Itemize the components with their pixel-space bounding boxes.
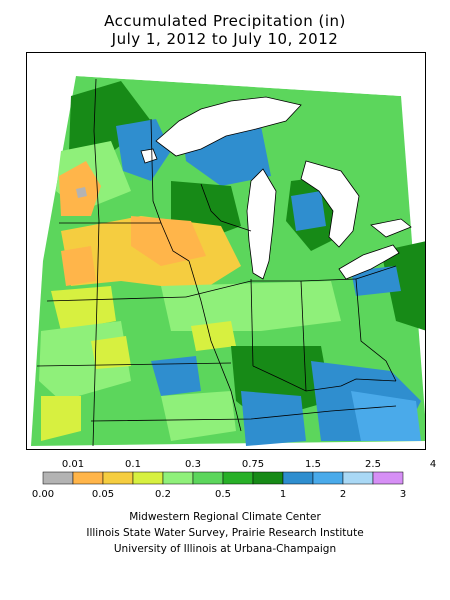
patch-lightgreen-mo xyxy=(161,391,236,441)
legend-bottom-label: 0.05 xyxy=(92,489,114,500)
credit-line-3: University of Illinois at Urbana-Champai… xyxy=(113,543,337,555)
lake-woods xyxy=(140,148,158,164)
legend-bottom-label: 0.5 xyxy=(215,489,231,500)
legend-top-label: 0.3 xyxy=(185,459,201,470)
lake-huron xyxy=(300,160,360,248)
legend-top-label: 1.5 xyxy=(305,459,321,470)
patch-forest-ne-corner xyxy=(381,241,425,331)
legend-top-label: 2.5 xyxy=(365,459,381,470)
legend-swatch xyxy=(192,471,224,485)
patch-orange-sd xyxy=(61,246,96,286)
patch-lightgreen-il xyxy=(161,281,341,331)
legend-top-label: 0.1 xyxy=(125,459,141,470)
legend-swatch xyxy=(312,471,344,485)
legend-top-label: 0.01 xyxy=(62,459,84,470)
canada-area xyxy=(27,53,425,101)
patch-blue-mn xyxy=(116,119,171,181)
patch-blue-corner xyxy=(351,266,401,296)
patch-gray-nd xyxy=(76,187,87,198)
color-legend: 0.010.10.30.751.52.540.000.050.20.51235 xyxy=(0,455,450,505)
map-svg xyxy=(27,53,425,447)
legend-swatch xyxy=(162,471,194,485)
map-subtitle: July 1, 2012 to July 10, 2012 xyxy=(111,30,339,48)
legend-top-label: 0.75 xyxy=(242,459,264,470)
patch-lime-il xyxy=(191,321,236,351)
state-borders xyxy=(36,78,397,447)
legend-swatch xyxy=(102,471,134,485)
legend-top-label: 4 xyxy=(430,459,436,470)
patch-blue-mo xyxy=(151,356,201,396)
legend-bottom-label: 0.00 xyxy=(32,489,54,500)
legend-bottom-label: 1 xyxy=(280,489,286,500)
legend-swatch xyxy=(372,471,404,485)
lake-michigan xyxy=(246,168,277,280)
patch-forest-west xyxy=(69,81,151,161)
legend-bottom-label: 2 xyxy=(340,489,346,500)
legend-swatch xyxy=(132,471,164,485)
patch-blue-mi xyxy=(291,191,326,231)
legend-swatch xyxy=(72,471,104,485)
water-bodies xyxy=(27,53,425,280)
precipitation-map xyxy=(26,52,426,450)
legend-swatch xyxy=(252,471,284,485)
lake-ontario xyxy=(370,218,412,238)
patch-lime-ks xyxy=(91,336,131,369)
patch-lightblue-east xyxy=(351,391,421,441)
patch-blue-ky xyxy=(241,391,306,446)
map-title: Accumulated Precipitation (in) xyxy=(104,12,346,30)
credit-line-1: Midwestern Regional Climate Center xyxy=(129,511,321,523)
legend-swatch xyxy=(282,471,314,485)
patch-lime-ne xyxy=(51,286,116,331)
legend-swatch xyxy=(342,471,374,485)
credit-line-2: Illinois State Water Survey, Prairie Res… xyxy=(86,527,364,539)
legend-bottom-label: 0.2 xyxy=(155,489,171,500)
legend-svg: 0.010.10.30.751.52.540.000.050.20.51235 xyxy=(32,459,436,500)
patch-lime-sw xyxy=(41,396,81,441)
lake-superior xyxy=(155,96,302,157)
legend-bottom-label: 3 xyxy=(400,489,406,500)
legend-swatch xyxy=(222,471,254,485)
legend-swatch xyxy=(42,471,74,485)
